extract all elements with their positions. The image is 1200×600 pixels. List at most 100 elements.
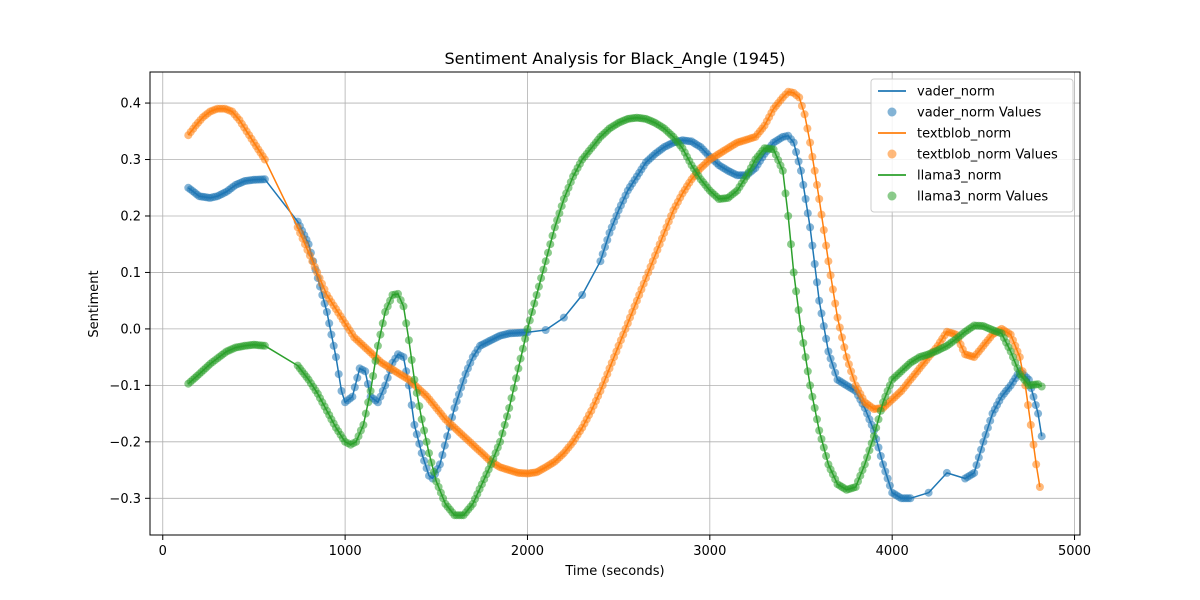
data-point [410,375,419,384]
data-point [1037,382,1046,391]
data-point [350,383,359,392]
data-point [813,180,821,189]
data-point [361,367,370,376]
legend-entry: vader_norm [917,85,995,100]
data-point [553,216,562,225]
data-point [806,381,815,390]
data-point [817,210,826,219]
data-point [822,241,831,250]
y-tick-label: 0.2 [120,209,141,224]
data-point [438,451,447,459]
legend-entry: llama3_norm Values [917,190,1048,205]
data-point [348,392,357,401]
data-point [546,240,555,249]
data-point [815,426,824,435]
data-point [427,458,436,467]
data-point [833,313,842,322]
data-point [844,360,853,369]
data-point [539,265,548,274]
data-point [792,287,801,296]
data-point [450,404,459,412]
data-point [420,426,429,435]
data-point [260,175,269,184]
x-tick-label: 3000 [693,544,726,559]
data-point [803,367,812,376]
data-point [359,420,368,429]
data-point [794,157,803,166]
data-point [415,402,424,411]
data-point [512,374,521,383]
data-point [514,364,523,373]
data-point [412,430,421,439]
data-point [1037,432,1046,441]
data-point [803,209,812,218]
data-point [840,343,849,352]
data-point [872,423,881,432]
data-point [530,299,539,308]
x-tick-label: 0 [159,544,167,559]
data-point [817,435,826,443]
data-point [860,460,869,469]
data-point [819,226,828,235]
data-point [797,166,805,175]
data-point [1024,401,1032,410]
data-point [810,404,819,412]
data-point [373,341,382,350]
data-point [523,324,532,333]
data-point [847,367,856,376]
data-point [815,195,824,203]
data-point [507,394,516,403]
data-point [813,278,821,287]
data-point [789,268,798,277]
data-point [578,291,587,299]
data-point [402,319,411,328]
data-point [828,285,837,294]
data-point [824,257,833,266]
data-point [528,308,536,316]
data-point [417,449,426,458]
data-point [787,240,795,249]
data-point [974,453,983,462]
data-point [559,313,568,322]
data-point [353,373,362,382]
data-point [881,467,890,476]
data-point [327,330,336,339]
legend-entry: textblob_norm [917,127,1011,142]
data-point [874,443,883,452]
legend-entry: llama3_norm [917,169,1002,184]
data-point [537,274,546,283]
axis-ticks: 0 1000 2000 3000 4000 5000 −0.3 −0.2 −0.1 0.0 0.1 0… [109,97,1091,559]
data-point [808,241,817,250]
data-point [835,323,844,332]
data-point [337,387,346,395]
series-llama3_norm [184,113,1046,520]
data-point [332,353,340,362]
data-point [420,456,429,465]
data-point [369,372,378,380]
data-point [260,155,269,164]
data-point [399,302,408,311]
data-point [794,306,803,315]
data-point [819,443,828,452]
data-point [383,373,392,382]
data-point [440,441,449,450]
data-point [1029,392,1038,401]
data-point [806,138,815,147]
data-point [979,437,988,446]
data-point [863,453,872,462]
data-point [981,430,990,439]
data-point [361,409,370,418]
legend-marker-swatch [887,191,897,201]
data-point [429,467,438,476]
data-point [942,468,951,477]
data-point [525,316,534,325]
data-point [806,223,815,232]
y-tick-label: 0.4 [120,97,141,112]
data-point [410,420,419,429]
plot-frame [149,71,1081,536]
data-point [808,152,817,161]
data-point [876,406,885,415]
data-point [924,488,933,497]
data-point [412,388,421,397]
